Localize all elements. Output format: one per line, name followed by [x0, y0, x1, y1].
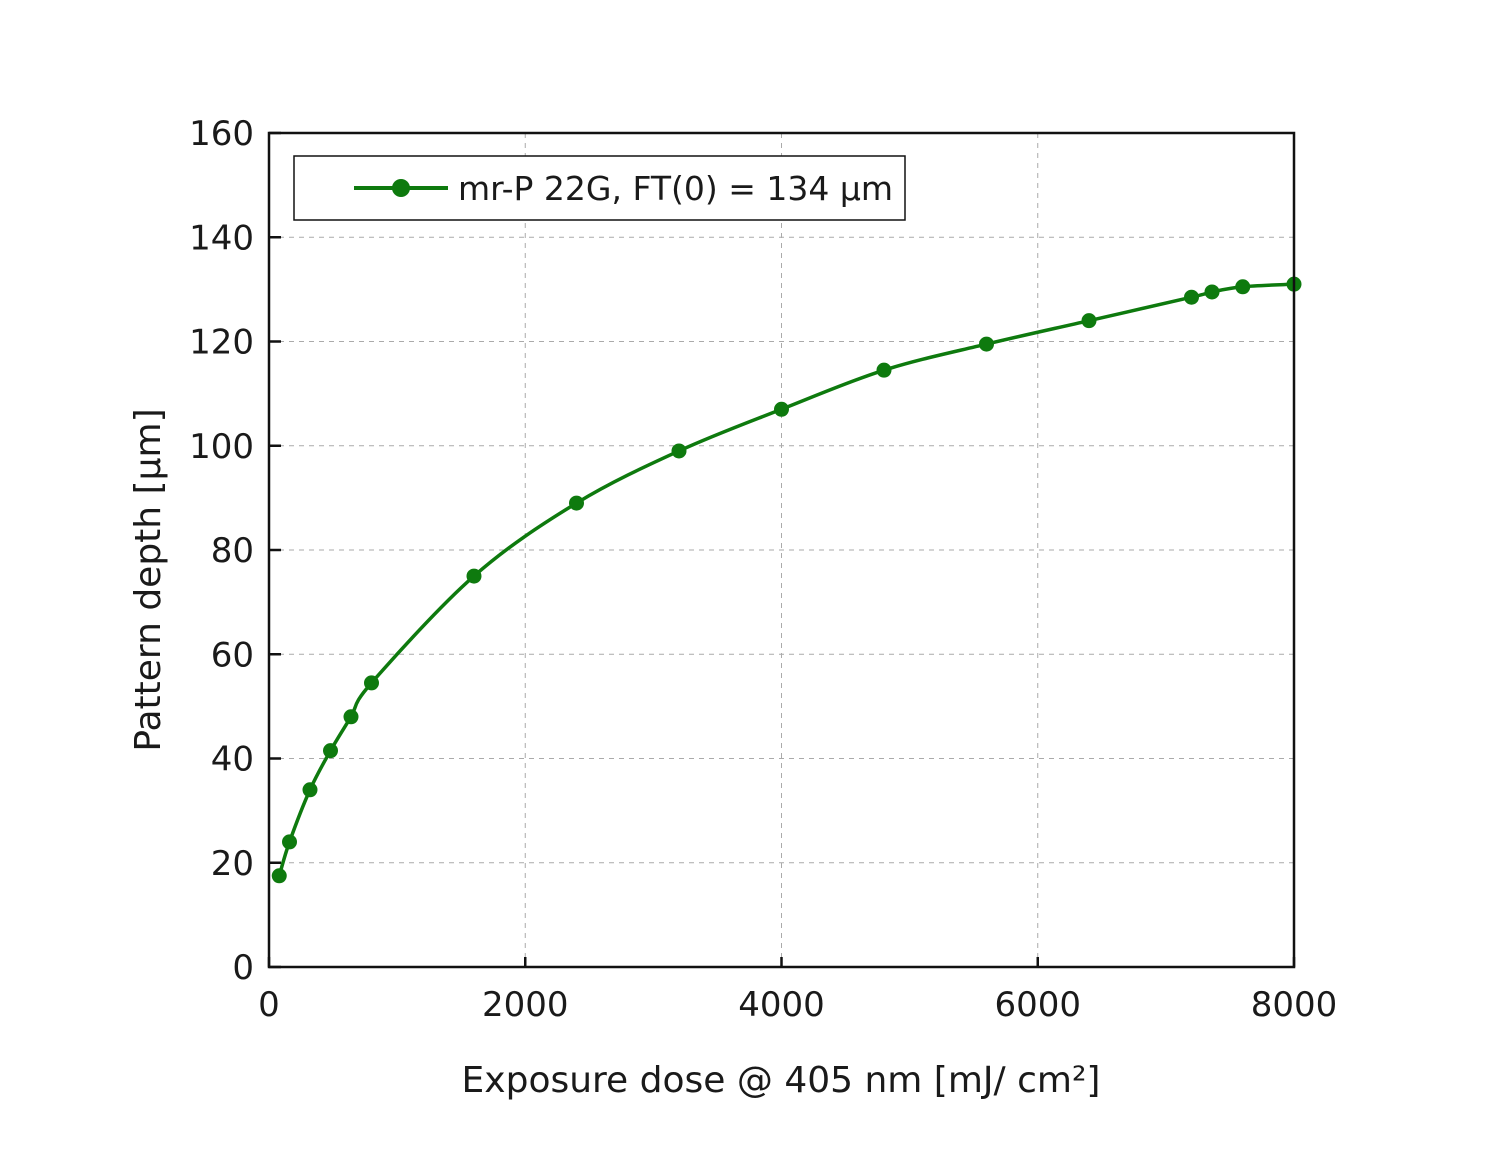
y-tick-label: 120 [189, 323, 254, 363]
data-point [343, 709, 359, 725]
x-tick-label: 0 [258, 985, 280, 1025]
legend-marker [392, 179, 410, 197]
data-point [302, 782, 318, 798]
y-tick-label: 60 [211, 635, 254, 675]
data-point [364, 675, 379, 691]
ticks: 0 2000 4000 6000 8000 0 20 40 60 80 100 120 140 160 [189, 114, 1337, 1025]
data-point [1204, 284, 1220, 300]
x-axis-label: Exposure dose @ 405 nm [mJ/ cm²] [462, 1060, 1101, 1101]
y-tick-label: 160 [189, 114, 254, 154]
data-point [979, 336, 994, 352]
y-axis-label: Pattern depth [µm] [128, 408, 169, 751]
legend-label: mr-P 22G, FT(0) = 134 µm [458, 169, 893, 208]
x-tick-label: 8000 [1251, 985, 1338, 1025]
x-tick-label: 4000 [738, 985, 825, 1025]
plot-frame [267, 131, 1296, 969]
y-tick-label: 100 [189, 427, 254, 467]
data-point [876, 362, 892, 378]
series [271, 276, 1302, 884]
y-tick-label: 140 [189, 218, 254, 258]
legend: mr-P 22G, FT(0) = 134 µm [293, 155, 906, 221]
data-point [569, 495, 584, 511]
data-point [466, 568, 482, 584]
y-tick-label: 20 [211, 844, 254, 884]
x-tick-label: 6000 [994, 985, 1081, 1025]
data-point [271, 868, 287, 884]
y-tick-label: 0 [232, 948, 254, 988]
series-line [277, 282, 1295, 877]
data-point [671, 443, 687, 459]
data-point [1235, 279, 1251, 295]
grid [269, 133, 1294, 967]
y-tick-label: 40 [211, 740, 254, 780]
data-point [323, 743, 338, 759]
x-tick-label: 2000 [482, 985, 569, 1025]
data-point [282, 834, 297, 850]
data-point [1081, 313, 1097, 329]
data-point [1184, 289, 1199, 305]
data-point [774, 401, 789, 417]
y-tick-label: 80 [211, 531, 254, 571]
